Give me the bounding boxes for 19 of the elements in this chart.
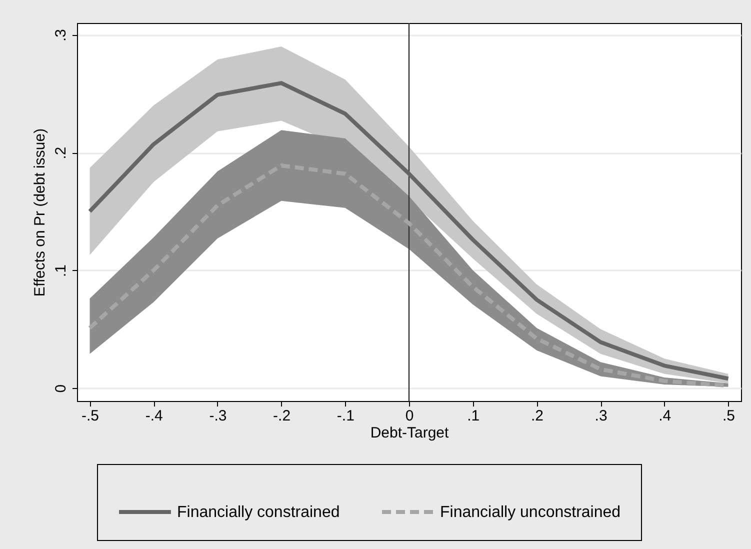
y-tick-label: .1 (52, 264, 70, 278)
x-tick-label: -.2 (273, 408, 291, 424)
x-tick-label: 0 (405, 408, 414, 424)
legend-label: Financially unconstrained (440, 504, 621, 521)
legend-label: Financially constrained (177, 504, 340, 521)
x-tick-label: .3 (594, 408, 608, 424)
x-tick-label: .1 (467, 408, 480, 424)
x-tick-label: -.1 (336, 408, 354, 424)
y-tick-label: .2 (52, 146, 70, 160)
x-tick-label: .2 (530, 408, 544, 424)
x-tick-label: .4 (658, 408, 672, 424)
y-axis-title: Effects on Pr (debt issue) (32, 128, 48, 297)
x-tick-label: .5 (722, 408, 735, 424)
x-tick-label: -.3 (209, 408, 227, 424)
x-tick-label: -.4 (145, 408, 163, 424)
y-tick-label: .3 (52, 29, 70, 42)
y-tick-label: 0 (52, 384, 70, 393)
x-tick-label: -.5 (82, 408, 100, 424)
x-axis-title: Debt-Target (370, 424, 450, 442)
